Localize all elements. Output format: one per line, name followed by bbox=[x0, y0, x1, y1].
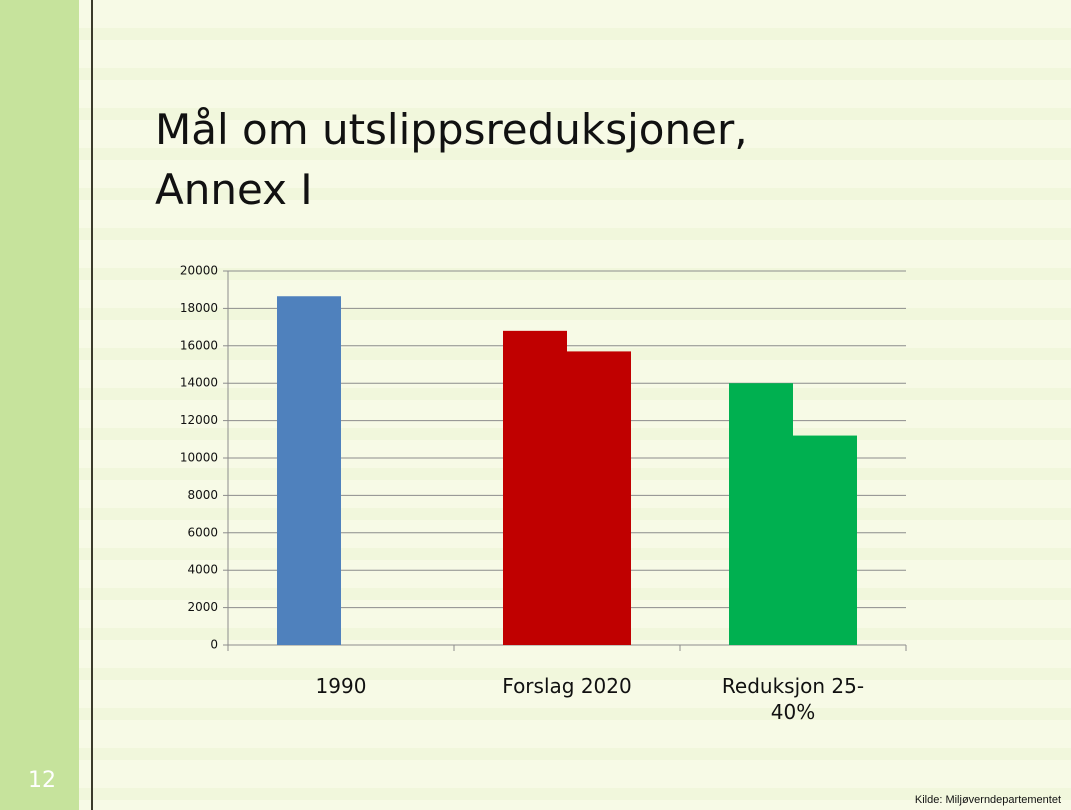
x-tick-label: Forslag 2020 bbox=[502, 674, 632, 698]
bar bbox=[277, 296, 341, 645]
y-tick-label: 18000 bbox=[180, 301, 218, 315]
y-tick-label: 4000 bbox=[187, 563, 218, 577]
source-note: Kilde: Miljøverndepartementet bbox=[914, 794, 1061, 806]
chart-title: Mål om utslippsreduksjoner, Annex I bbox=[155, 105, 748, 214]
side-strip bbox=[0, 0, 79, 810]
bar bbox=[793, 435, 857, 645]
slide-number: 12 bbox=[28, 768, 56, 793]
y-tick-label: 16000 bbox=[180, 338, 218, 352]
y-tick-label: 6000 bbox=[187, 525, 218, 539]
bar bbox=[503, 330, 567, 645]
y-tick-label: 12000 bbox=[180, 413, 218, 427]
y-tick-label: 0 bbox=[210, 638, 218, 652]
bar bbox=[729, 383, 793, 645]
y-tick-label: 20000 bbox=[180, 264, 218, 278]
x-tick-label: 1990 bbox=[315, 674, 367, 698]
bar bbox=[567, 351, 631, 645]
y-tick-label: 14000 bbox=[180, 376, 218, 390]
side-rule bbox=[91, 0, 93, 810]
x-tick-label: Reduksjon 25-40% bbox=[721, 674, 865, 724]
y-tick-label: 2000 bbox=[187, 600, 218, 614]
y-tick-label: 8000 bbox=[187, 488, 218, 502]
y-tick-label: 10000 bbox=[180, 451, 218, 465]
